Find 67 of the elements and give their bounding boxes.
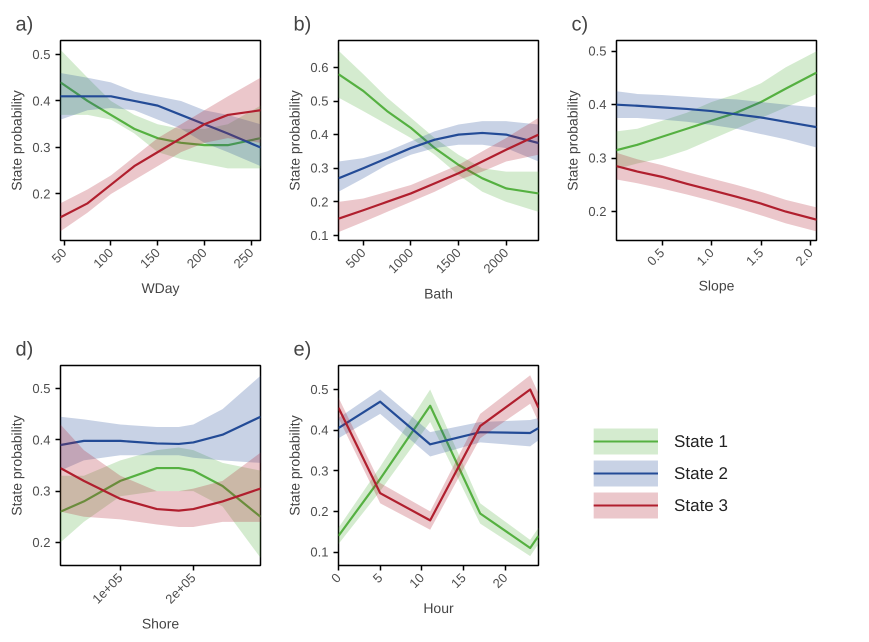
y-tick-label: 0.2	[32, 534, 51, 550]
y-tick-label: 0.2	[310, 194, 329, 210]
line-series	[338, 73, 538, 195]
x-tick-label: 150	[137, 245, 164, 272]
x-tick-label: 0.5	[644, 245, 668, 269]
y-tick-label: 0.4	[32, 93, 51, 108]
x-axis-title: Bath	[424, 285, 453, 302]
x-axis-title: Slope	[698, 278, 735, 294]
y-tick-label: 0.2	[32, 186, 51, 202]
y-tick-label: 0.5	[32, 46, 51, 62]
y-tick-label: 0.5	[32, 381, 51, 396]
x-tick-label: 20	[490, 570, 510, 592]
line-series	[338, 400, 538, 446]
x-axis-title: WDay	[141, 280, 180, 296]
y-axis-title: State probability	[8, 90, 24, 191]
chart-title: a)	[16, 14, 34, 36]
y-tick-label: 0.5	[310, 94, 329, 109]
y-axis-title: State probability	[286, 415, 302, 516]
x-axis-title: Hour	[423, 600, 454, 616]
line-series	[616, 71, 816, 152]
y-tick-label: 0.2	[588, 204, 607, 220]
line-series	[60, 109, 260, 218]
x-tick-label: 1.5	[742, 245, 766, 269]
y-tick-label: 0.1	[310, 544, 329, 560]
x-tick-label: 50	[48, 245, 70, 266]
legend-label: State 1	[674, 432, 728, 451]
y-tick-label: 0.5	[310, 382, 329, 397]
x-tick-label: 100	[90, 245, 116, 272]
x-tick-label: 2.0	[792, 245, 816, 269]
y-tick-label: 0.2	[310, 504, 329, 519]
x-tick-label: 1.0	[693, 245, 717, 269]
chart-title: d)	[16, 338, 34, 360]
x-tick-label: 5	[370, 570, 386, 586]
x-tick-label: 10	[406, 570, 428, 592]
legend-label: State 2	[674, 464, 728, 483]
line-series	[338, 132, 538, 180]
x-tick-label: 0	[328, 570, 344, 586]
y-tick-label: 0.4	[32, 432, 51, 448]
y-tick-label: 0.3	[310, 160, 329, 176]
x-tick-label: 500	[342, 245, 369, 272]
y-tick-label: 0.1	[310, 228, 329, 243]
line-series	[338, 134, 538, 220]
y-tick-label: 0.3	[310, 463, 329, 478]
x-tick-label: 15	[448, 570, 469, 592]
y-tick-label: 0.3	[32, 484, 51, 499]
line-series	[616, 104, 816, 128]
y-tick-label: 0.3	[32, 140, 51, 155]
x-tick-label: 250	[230, 245, 256, 272]
line-series	[60, 416, 260, 446]
y-tick-label: 0.4	[310, 422, 329, 438]
line-series	[60, 95, 260, 149]
chart-title: c)	[572, 14, 588, 36]
chart-title: b)	[294, 14, 312, 36]
y-tick-label: 0.3	[588, 150, 607, 166]
line-series	[616, 165, 816, 221]
x-axis-title: Shore	[142, 616, 180, 632]
y-tick-label: 0.4	[310, 127, 329, 142]
chart-title: e)	[294, 338, 312, 360]
x-tick-label: 200	[184, 245, 210, 272]
y-tick-label: 0.4	[588, 97, 607, 112]
y-axis-title: State probability	[8, 415, 24, 516]
legend-label: State 3	[674, 496, 728, 515]
y-axis-title: State probability	[286, 90, 302, 191]
line-series	[60, 81, 260, 146]
y-tick-label: 0.6	[310, 60, 329, 75]
y-axis-title: State probability	[564, 90, 580, 191]
y-tick-label: 0.5	[588, 44, 607, 59]
